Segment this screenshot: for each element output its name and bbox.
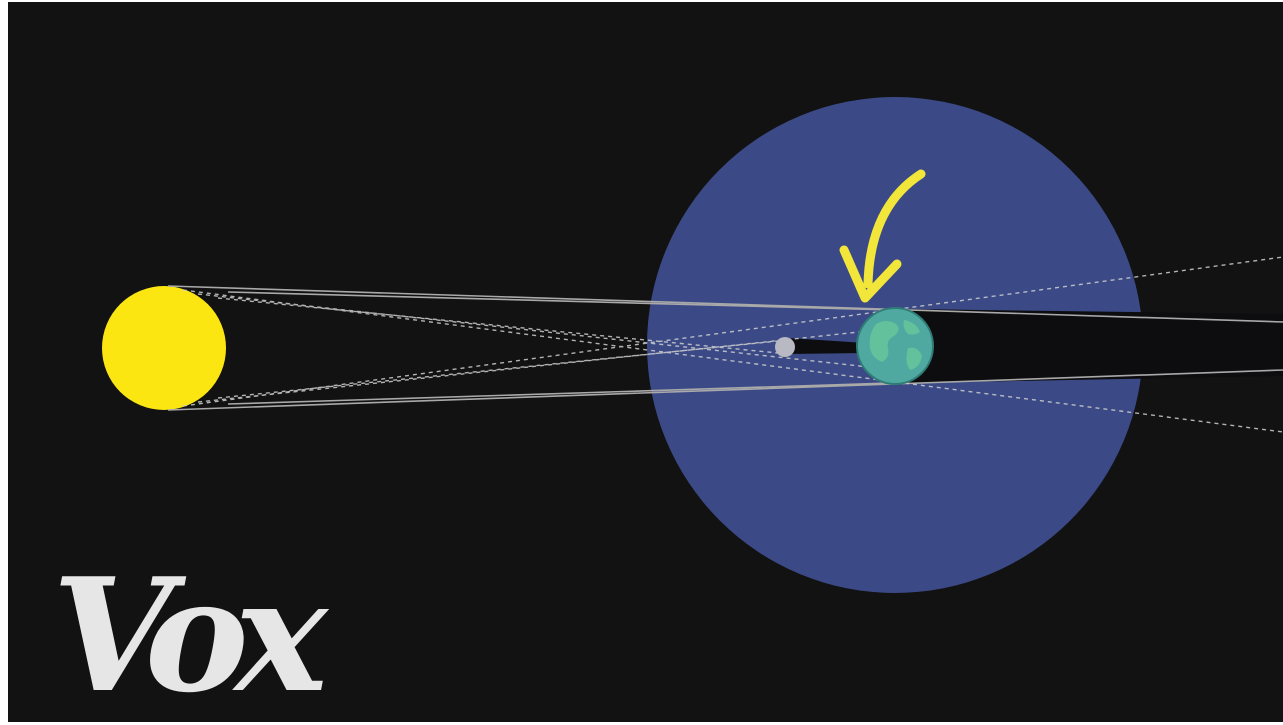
eclipse-diagram: Vox (52, 97, 1283, 722)
sun-icon (102, 286, 226, 410)
sun-rays-solid (167, 285, 1283, 411)
sun-rays-dashed (182, 256, 1283, 433)
earth-icon (856, 307, 934, 385)
vox-logo: Vox (52, 544, 330, 722)
curved-arrow-icon (839, 169, 926, 303)
diagram-frame: Vox (8, 2, 1283, 722)
moon-icon (775, 337, 795, 357)
earth-shadow (908, 309, 1283, 383)
moon-shadow (788, 338, 866, 354)
